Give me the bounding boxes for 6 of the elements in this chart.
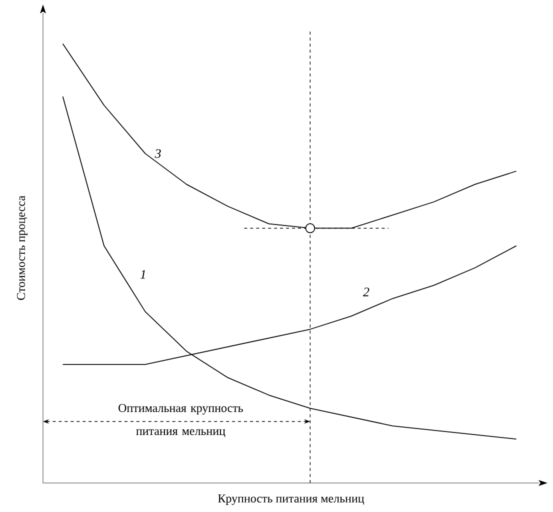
y-axis-title: Стоимость процесса [16,196,28,300]
series-label: 1 [140,270,146,279]
series-label: 3 [154,149,161,158]
series-label: 2 [363,288,370,296]
x-axis-title: Крупность питания мельниц [218,494,364,505]
text: Оптимальная крупность питания мельниц [118,404,243,438]
